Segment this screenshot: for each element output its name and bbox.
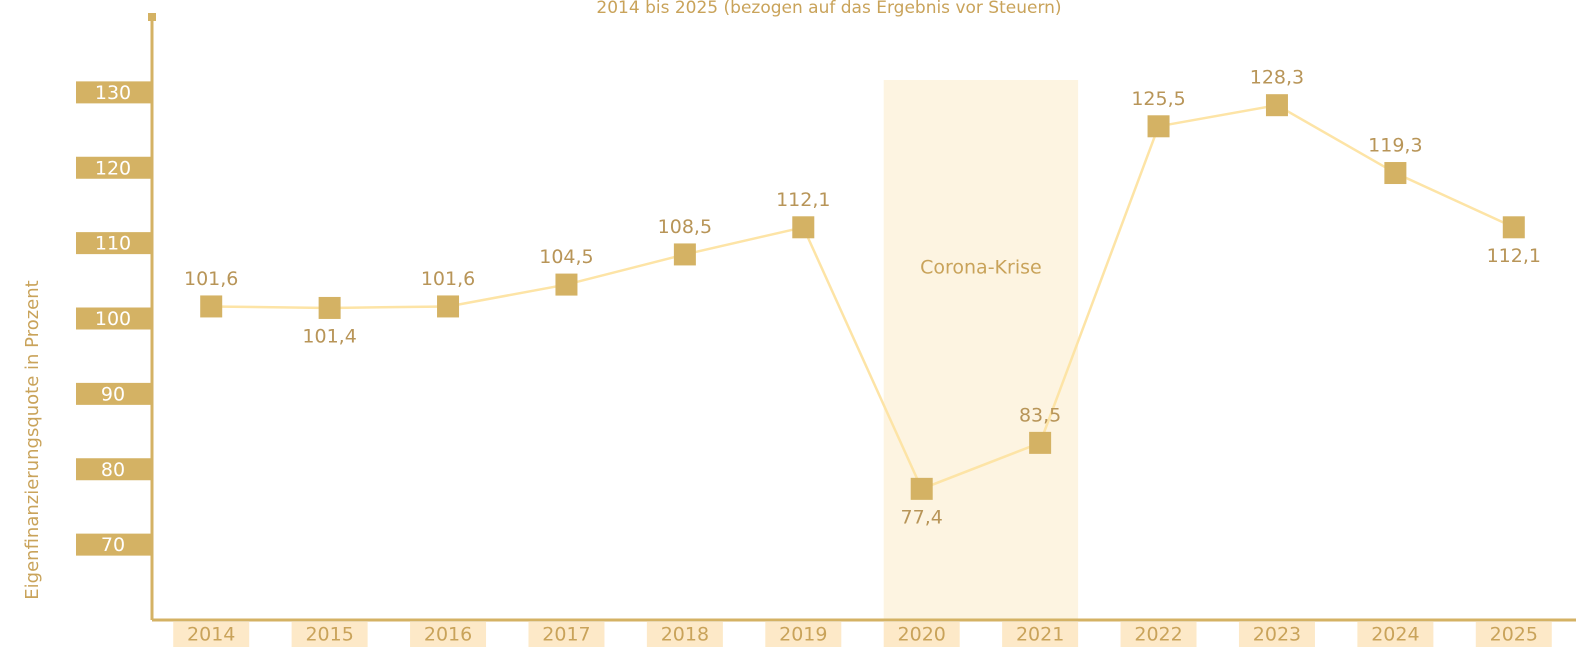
data-label: 125,5: [1131, 88, 1185, 110]
x-tick-label: 2016: [424, 624, 472, 646]
chart-title: 2014 bis 2025 (bezogen auf das Ergebnis …: [596, 0, 1061, 18]
highlight-band: [883, 80, 1079, 620]
x-tick-label: 2014: [187, 624, 235, 646]
x-tick-label: 2021: [1016, 624, 1064, 646]
y-tick-box: [76, 156, 152, 179]
x-tick-box: [646, 622, 723, 647]
data-label: 112,1: [776, 189, 830, 211]
data-marker: [1384, 162, 1407, 185]
y-tick-label: 100: [95, 308, 131, 330]
y-tick-box: [76, 382, 152, 405]
data-label: 101,6: [421, 268, 475, 290]
y-tick-label: 90: [101, 383, 125, 405]
data-marker: [437, 295, 460, 318]
data-label: 101,6: [184, 268, 238, 290]
x-tick-label: 2019: [779, 624, 827, 646]
x-tick-box: [528, 622, 605, 647]
x-tick-box: [1002, 622, 1079, 647]
data-marker: [673, 243, 696, 266]
x-tick-box: [883, 622, 960, 647]
data-label: 112,1: [1487, 245, 1541, 267]
x-tick-box: [1120, 622, 1197, 647]
x-tick-label: 2015: [305, 624, 353, 646]
y-tick-box: [76, 458, 152, 481]
y-tick-box: [76, 232, 152, 255]
data-label: 101,4: [302, 325, 356, 347]
data-marker: [555, 273, 578, 296]
data-label: 104,5: [539, 246, 593, 268]
y-tick-label: 110: [95, 233, 131, 255]
x-tick-box: [1238, 622, 1315, 647]
data-marker: [792, 216, 815, 239]
data-marker: [200, 295, 223, 318]
data-marker: [1502, 216, 1525, 239]
data-marker: [1029, 431, 1052, 454]
y-tick-box: [76, 307, 152, 330]
highlight-label: Corona-Krise: [920, 257, 1042, 279]
data-line: [211, 103, 1515, 491]
x-tick-label: 2024: [1371, 624, 1419, 646]
x-tick-box: [765, 622, 842, 647]
y-tick-label: 70: [101, 534, 125, 556]
data-label: 108,5: [658, 216, 712, 238]
x-tick-box: [1475, 622, 1552, 647]
x-tick-box: [291, 622, 368, 647]
y-tick-label: 130: [95, 82, 131, 104]
y-tick-label: 120: [95, 157, 131, 179]
y-tick-label: 80: [101, 459, 125, 481]
data-label: 77,4: [901, 506, 943, 528]
y-tick-box: [76, 81, 152, 104]
x-tick-box: [1357, 622, 1434, 647]
y-tick-box: [76, 533, 152, 556]
data-label: 83,5: [1019, 404, 1061, 426]
y-axis-label: Eigenfinanzierungsquote in Prozent: [22, 280, 43, 599]
x-tick-box: [173, 622, 250, 647]
x-tick-label: 2020: [898, 624, 946, 646]
x-tick-label: 2025: [1490, 624, 1538, 646]
data-label: 128,3: [1250, 67, 1304, 89]
data-marker: [1265, 94, 1288, 117]
data-marker: [318, 296, 341, 319]
x-tick-label: 2017: [542, 624, 590, 646]
data-marker: [1147, 115, 1170, 138]
x-tick-label: 2018: [661, 624, 709, 646]
data-marker: [910, 477, 933, 500]
x-tick-label: 2023: [1253, 624, 1301, 646]
y-axis-cap: [148, 13, 156, 21]
x-tick-box: [410, 622, 487, 647]
x-tick-label: 2022: [1134, 624, 1182, 646]
data-label: 119,3: [1368, 135, 1422, 157]
